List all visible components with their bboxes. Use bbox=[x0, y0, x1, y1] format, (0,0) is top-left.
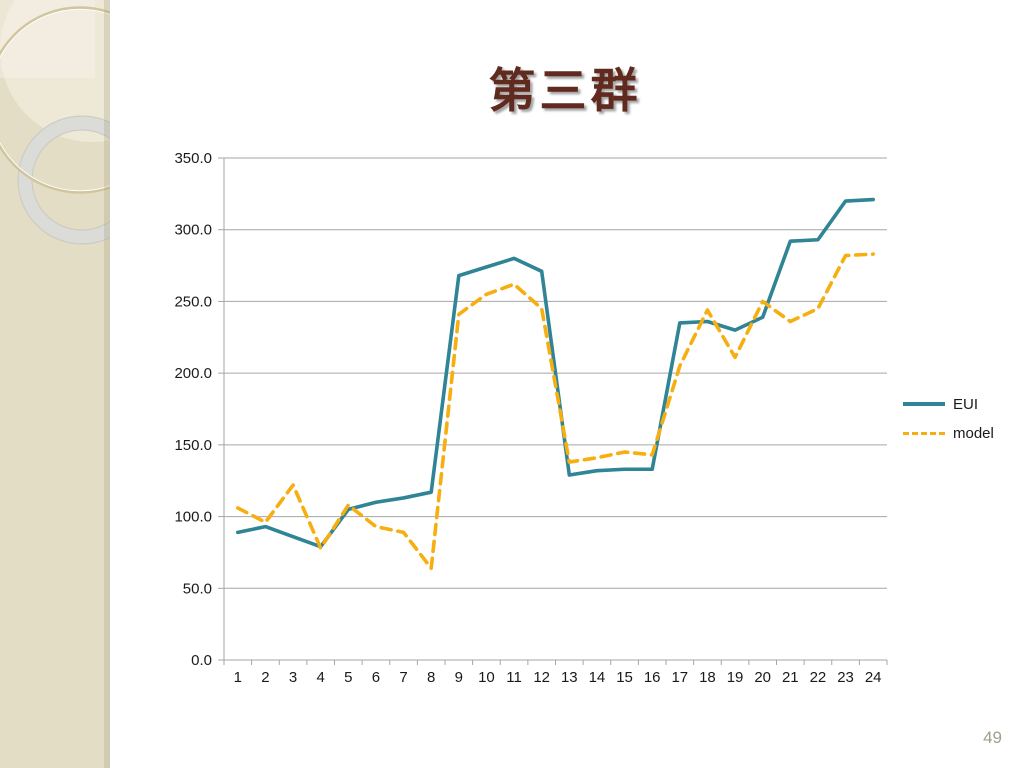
strip-edge-shadow bbox=[104, 0, 110, 768]
y-axis-label: 300.0 bbox=[174, 222, 212, 239]
x-axis-label: 23 bbox=[837, 669, 854, 686]
x-axis-label: 24 bbox=[865, 669, 882, 686]
x-axis-label: 4 bbox=[317, 669, 325, 686]
x-axis-label: 6 bbox=[372, 669, 380, 686]
x-axis-label: 21 bbox=[782, 669, 799, 686]
x-axis-label: 11 bbox=[506, 669, 522, 686]
x-axis-label: 12 bbox=[533, 669, 550, 686]
y-axis-label: 350.0 bbox=[174, 150, 212, 167]
y-axis-label: 250.0 bbox=[174, 293, 212, 310]
x-axis-label: 22 bbox=[810, 669, 827, 686]
x-axis-label: 19 bbox=[727, 669, 744, 686]
y-axis-label: 200.0 bbox=[174, 365, 212, 382]
x-axis-label: 3 bbox=[289, 669, 297, 686]
x-axis-label: 7 bbox=[399, 669, 407, 686]
model-line-swatch bbox=[903, 431, 945, 435]
page-number: 49 bbox=[983, 728, 1002, 747]
x-axis-label: 15 bbox=[616, 669, 633, 686]
x-axis-label: 2 bbox=[261, 669, 269, 686]
y-axis-label: 100.0 bbox=[174, 509, 212, 526]
x-axis-label: 5 bbox=[344, 669, 352, 686]
tan-circle-highlight bbox=[0, 8, 110, 192]
model-line bbox=[236, 252, 875, 571]
x-axis-label: 1 bbox=[234, 669, 242, 686]
y-axis-label: 150.0 bbox=[174, 437, 212, 454]
x-axis-label: 8 bbox=[427, 669, 435, 686]
strip-decoration bbox=[0, 0, 110, 768]
decorative-side-strip bbox=[0, 0, 110, 768]
y-axis-label: 0.0 bbox=[191, 652, 212, 669]
x-axis-label: 13 bbox=[561, 669, 578, 686]
x-axis-label: 10 bbox=[478, 669, 495, 686]
x-axis-label: 20 bbox=[754, 669, 771, 686]
gray-ring-icon bbox=[18, 116, 110, 244]
x-axis-label: 9 bbox=[455, 669, 463, 686]
tan-circle-icon bbox=[0, 6, 110, 194]
x-axis-label: 16 bbox=[644, 669, 661, 686]
legend-item-eui: EUI bbox=[903, 394, 994, 414]
x-axis-label: 14 bbox=[589, 669, 606, 686]
chart-legend: EUI model bbox=[903, 394, 994, 452]
strip-highlight-circle bbox=[0, 0, 110, 142]
legend-label-model: model bbox=[953, 424, 994, 442]
gray-ring-outer-edge bbox=[17, 115, 110, 245]
y-axis-label: 50.0 bbox=[183, 580, 212, 597]
legend-label-eui: EUI bbox=[953, 395, 979, 413]
eui-line-swatch bbox=[903, 402, 945, 406]
legend-item-model: model bbox=[903, 423, 994, 443]
x-axis-label: 17 bbox=[671, 669, 688, 686]
slide-title: 第三群 bbox=[488, 64, 642, 117]
x-axis-label: 18 bbox=[699, 669, 716, 686]
